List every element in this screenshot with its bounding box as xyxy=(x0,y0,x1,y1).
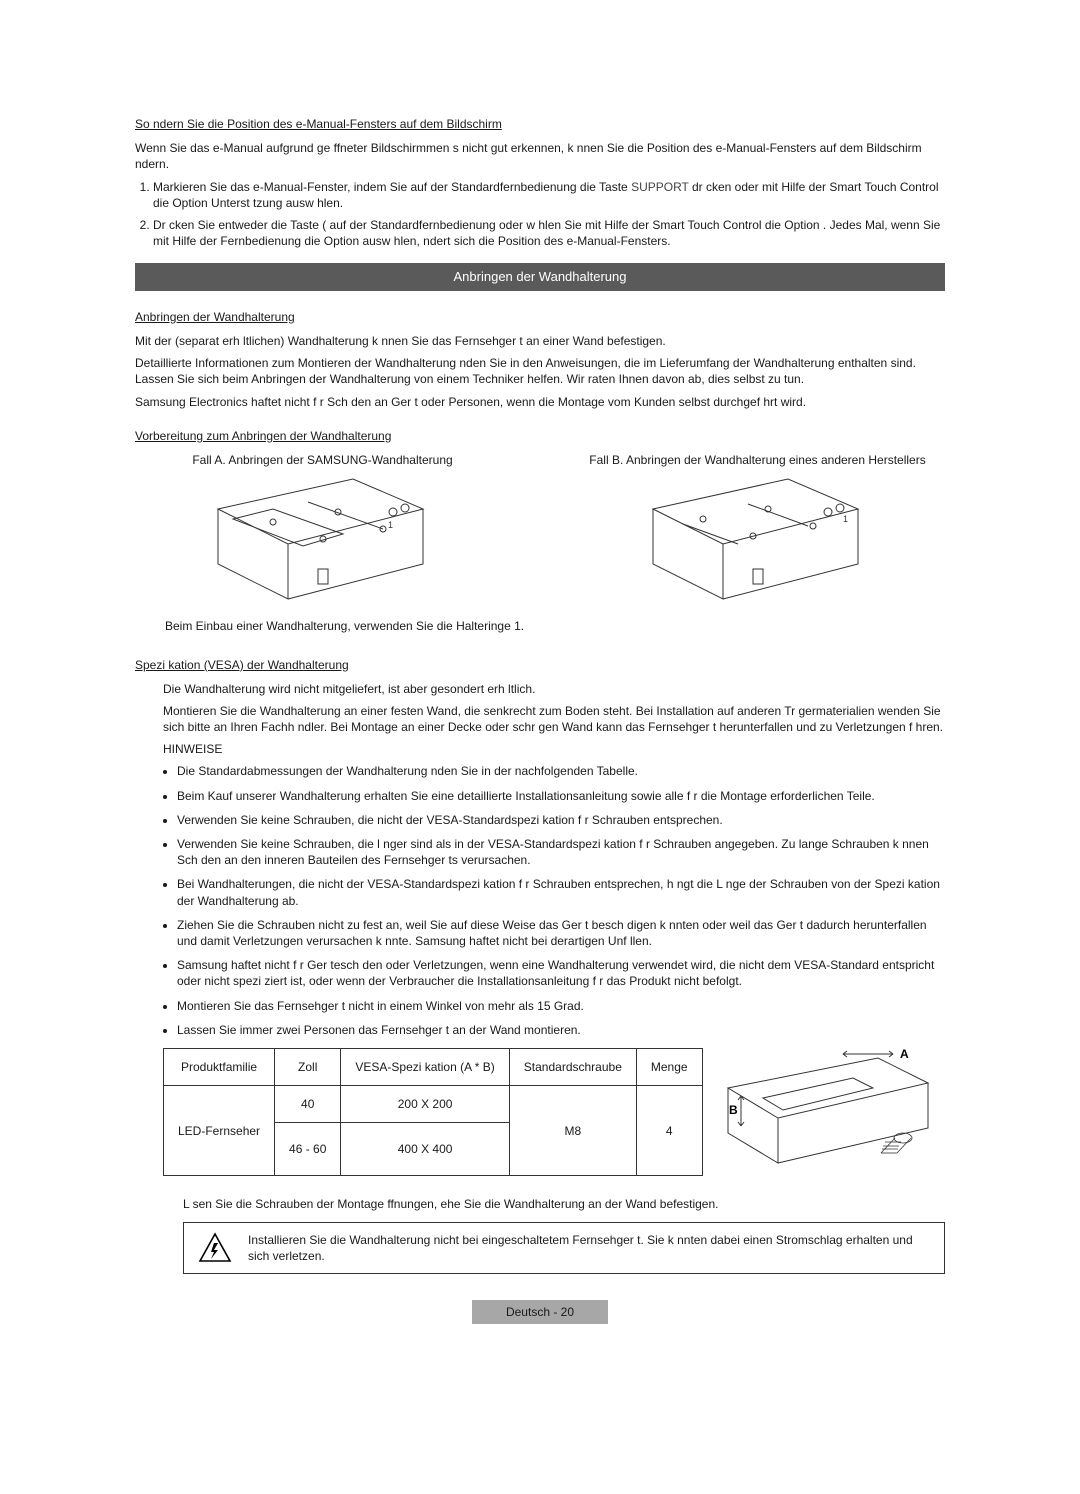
hinweise-label: HINWEISE xyxy=(163,741,945,757)
vesa-table: Produktfamilie Zoll VESA-Spezi kation (A… xyxy=(163,1048,703,1177)
svg-text:1: 1 xyxy=(843,514,848,524)
heading-vesa-spec: Spezi kation (VESA) der Wandhalterung xyxy=(135,657,945,673)
bullet-1: Beim Kauf unserer Wandhalterung erhalten… xyxy=(177,788,945,804)
case-a-title: Fall A. Anbringen der SAMSUNG-Wandhalter… xyxy=(135,452,510,468)
bullet-8: Lassen Sie immer zwei Personen das Ferns… xyxy=(177,1022,945,1038)
wallmount-p1: Mit der (separat erh ltlichen) Wandhalte… xyxy=(135,333,945,349)
heading-emanual-position: So ndern Sie die Position des e-Manual-F… xyxy=(135,116,945,132)
cell-vesa-1: 400 X 400 xyxy=(341,1123,509,1176)
heading-wallmount-attach: Anbringen der Wandhalterung xyxy=(135,309,945,325)
tv-diagram-b: 1 xyxy=(648,474,868,604)
th-family: Produktfamilie xyxy=(164,1048,275,1085)
case-b-title: Fall B. Anbringen der Wandhalterung eine… xyxy=(570,452,945,468)
after-table-note: L sen Sie die Schrauben der Montage ffnu… xyxy=(183,1196,945,1212)
emanual-steps: Markieren Sie das e-Manual-Fenster, inde… xyxy=(153,179,945,250)
bullet-0: Die Standardabmessungen der Wandhalterun… xyxy=(177,763,945,779)
table-header-row: Produktfamilie Zoll VESA-Spezi kation (A… xyxy=(164,1048,703,1085)
cell-family: LED-Fernseher xyxy=(164,1086,275,1176)
vesa-table-row: Produktfamilie Zoll VESA-Spezi kation (A… xyxy=(163,1048,945,1178)
heading-wallmount-prep: Vorbereitung zum Anbringen der Wandhalte… xyxy=(135,428,945,444)
vesa-p2: Montieren Sie die Wandhalterung an einer… xyxy=(163,703,945,735)
step-2: Dr cken Sie entweder die Taste ( auf der… xyxy=(153,217,945,249)
th-zoll: Zoll xyxy=(275,1048,341,1085)
case-a: Fall A. Anbringen der SAMSUNG-Wandhalter… xyxy=(135,452,510,608)
cell-zoll-0: 40 xyxy=(275,1086,341,1123)
warning-icon xyxy=(198,1231,232,1265)
th-screw: Standardschraube xyxy=(509,1048,636,1085)
page-number: Deutsch - 20 xyxy=(472,1300,608,1324)
section-banner-wallmount: Anbringen der Wandhalterung xyxy=(135,263,945,291)
bullet-5: Ziehen Sie die Schrauben nicht zu fest a… xyxy=(177,917,945,949)
warning-box: Installieren Sie die Wandhalterung nicht… xyxy=(183,1222,945,1274)
vesa-p1: Die Wandhalterung wird nicht mitgeliefer… xyxy=(163,681,945,697)
bullet-4: Bei Wandhalterungen, die nicht der VESA-… xyxy=(177,876,945,908)
th-qty: Menge xyxy=(636,1048,702,1085)
svg-text:1: 1 xyxy=(388,520,393,530)
cell-vesa-0: 200 X 200 xyxy=(341,1086,509,1123)
emanual-intro: Wenn Sie das e-Manual aufgrund ge ffnete… xyxy=(135,140,945,172)
cases-row: Fall A. Anbringen der SAMSUNG-Wandhalter… xyxy=(135,452,945,608)
cell-qty: 4 xyxy=(636,1086,702,1176)
screw-diagram: A B xyxy=(723,1048,945,1178)
hinweise-list: Die Standardabmessungen der Wandhalterun… xyxy=(177,763,945,1037)
bullet-3: Verwenden Sie keine Schrauben, die l nge… xyxy=(177,836,945,868)
bullet-6: Samsung haftet nicht f r Ger tesch den o… xyxy=(177,957,945,989)
label-a: A xyxy=(900,1048,909,1061)
tv-diagram-a: 1 xyxy=(213,474,433,604)
diagram-note: Beim Einbau einer Wandhalterung, verwend… xyxy=(165,618,945,634)
support-keyword: SUPPORT xyxy=(631,180,689,194)
wallmount-p3: Samsung Electronics haftet nicht f r Sch… xyxy=(135,394,945,410)
page-footer: Deutsch - 20 xyxy=(135,1300,945,1324)
cell-screw: M8 xyxy=(509,1086,636,1176)
bullet-2: Verwenden Sie keine Schrauben, die nicht… xyxy=(177,812,945,828)
label-b: B xyxy=(729,1103,738,1117)
table-row: LED-Fernseher 40 200 X 200 M8 4 xyxy=(164,1086,703,1123)
th-vesa: VESA-Spezi kation (A * B) xyxy=(341,1048,509,1085)
bullet-7: Montieren Sie das Fernsehger t nicht in … xyxy=(177,998,945,1014)
wallmount-p2: Detaillierte Informationen zum Montieren… xyxy=(135,355,945,387)
case-b: Fall B. Anbringen der Wandhalterung eine… xyxy=(570,452,945,608)
step-1: Markieren Sie das e-Manual-Fenster, inde… xyxy=(153,179,945,211)
warning-text: Installieren Sie die Wandhalterung nicht… xyxy=(248,1232,930,1264)
cell-zoll-1: 46 - 60 xyxy=(275,1123,341,1176)
